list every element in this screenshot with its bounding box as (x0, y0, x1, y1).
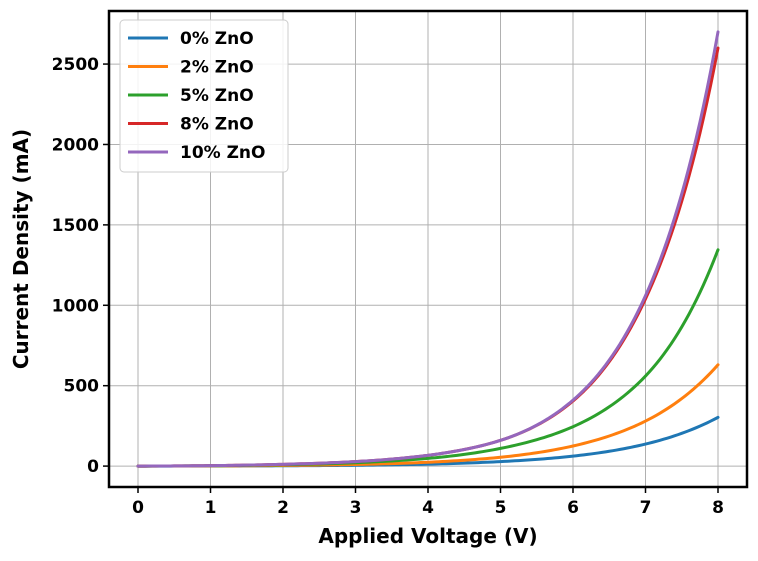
x-tick-label: 6 (567, 498, 579, 518)
y-tick-label: 0 (87, 457, 99, 477)
x-tick-label: 1 (205, 498, 217, 518)
axis-ticks: 0 1 2 3 4 5 6 7 8 0 500 1000 1500 2000 2500 (52, 55, 724, 518)
y-tick-label: 2500 (52, 55, 99, 75)
x-tick-label: 3 (350, 498, 362, 518)
series-line-10pct-zno (136, 30, 720, 468)
y-axis-label: Current Density (mA) (9, 129, 33, 369)
x-tick-label: 8 (712, 498, 724, 518)
series-lines (136, 30, 720, 468)
legend-label-8pct-zno: 8% ZnO (180, 115, 254, 135)
x-axis-label: Applied Voltage (V) (318, 524, 537, 548)
y-tick-label: 500 (64, 377, 100, 397)
y-tick-label: 1000 (52, 296, 99, 316)
x-tick-label: 5 (495, 498, 507, 518)
grid (109, 11, 747, 487)
legend-box (119, 19, 289, 173)
x-tick-label: 4 (422, 498, 434, 518)
x-tick-label: 7 (640, 498, 652, 518)
legend-label-10pct-zno: 10% ZnO (180, 143, 266, 163)
legend-label-0pct-zno: 0% ZnO (180, 29, 254, 49)
x-tick-label: 2 (277, 498, 289, 518)
legend-label-2pct-zno: 2% ZnO (180, 58, 254, 78)
legend: 0% ZnO 2% ZnO 5% ZnO 8% ZnO 10% ZnO (119, 19, 289, 173)
x-tick-label: 0 (132, 498, 144, 518)
y-tick-label: 1500 (52, 216, 99, 236)
legend-label-5pct-zno: 5% ZnO (180, 86, 254, 106)
y-tick-label: 2000 (52, 135, 99, 155)
